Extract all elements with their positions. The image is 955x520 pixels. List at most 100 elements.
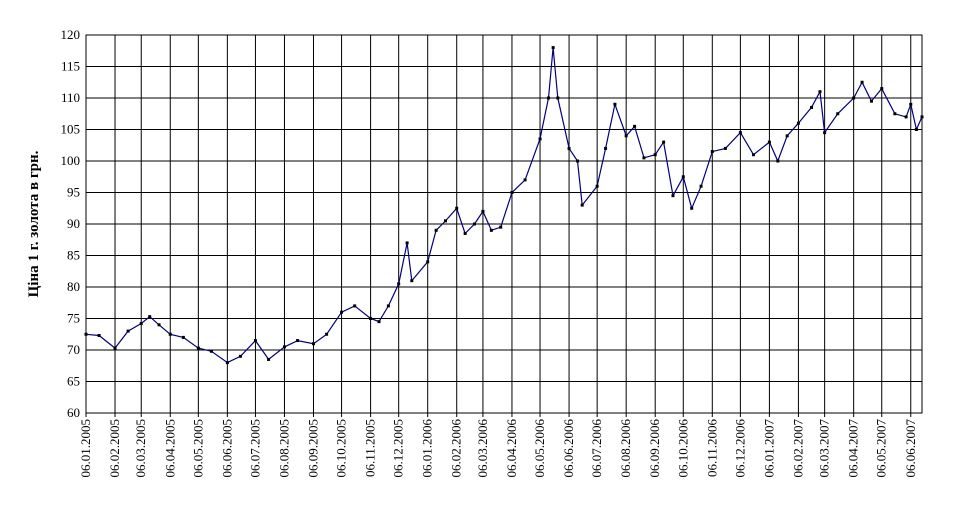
- x-tick-label: 06.07.2005: [247, 419, 262, 478]
- data-point: [633, 124, 637, 128]
- x-tick-label: 06.09.2006: [647, 419, 662, 478]
- y-tick-label: 95: [67, 185, 80, 200]
- data-point: [551, 46, 555, 50]
- data-point: [796, 121, 800, 125]
- data-point: [785, 134, 789, 138]
- x-tick-label: 06.11.2006: [704, 419, 719, 478]
- data-point: [653, 153, 657, 157]
- data-point: [296, 339, 300, 343]
- data-point: [751, 153, 755, 157]
- data-point: [267, 357, 271, 361]
- data-point: [904, 115, 908, 119]
- data-point: [767, 140, 771, 144]
- data-point: [662, 140, 666, 144]
- x-tick-label: 06.12.2005: [391, 419, 406, 478]
- x-tick-label: 06.05.2007: [874, 419, 889, 478]
- y-tick-label: 70: [67, 342, 80, 357]
- data-point: [914, 128, 918, 131]
- data-point: [463, 231, 467, 235]
- data-point: [699, 184, 703, 188]
- x-tick-label: 06.08.2006: [618, 419, 633, 478]
- x-tick-label: 06.03.2005: [133, 419, 148, 478]
- data-point: [311, 342, 315, 346]
- data-point: [595, 184, 599, 188]
- y-tick-label: 80: [67, 279, 80, 294]
- data-point: [567, 146, 571, 150]
- data-point: [209, 349, 213, 353]
- data-point: [489, 228, 493, 232]
- x-tick-label: 06.08.2005: [276, 419, 291, 478]
- x-tick-label: 06.06.2006: [561, 419, 576, 478]
- x-tick-label: 06.04.2006: [504, 419, 519, 478]
- y-tick-label: 65: [67, 374, 80, 389]
- data-point: [893, 112, 897, 116]
- data-point: [738, 131, 742, 135]
- data-point: [546, 96, 550, 100]
- data-point: [126, 329, 130, 333]
- x-tick-label: 06.09.2005: [305, 419, 320, 478]
- data-point: [852, 96, 856, 100]
- data-point: [624, 134, 628, 138]
- y-tick-label: 60: [67, 405, 80, 420]
- data-point: [157, 323, 161, 327]
- x-tick-label: 06.02.2007: [790, 419, 805, 478]
- data-point: [499, 225, 503, 229]
- x-tick-label: 06.02.2005: [107, 419, 122, 478]
- data-point: [397, 282, 401, 286]
- x-tick-label: 06.04.2005: [162, 419, 177, 478]
- data-point: [823, 131, 827, 135]
- x-tick-label: 06.10.2006: [675, 419, 690, 478]
- data-point: [181, 335, 185, 339]
- data-point: [810, 105, 814, 109]
- data-point: [148, 315, 152, 319]
- x-tick-label: 06.06.2005: [219, 419, 234, 478]
- data-point: [613, 102, 617, 106]
- x-tick-label: 06.02.2006: [449, 419, 464, 478]
- data-point: [920, 115, 924, 119]
- data-point: [880, 87, 884, 91]
- data-point: [377, 320, 381, 324]
- x-tick-label: 06.10.2005: [334, 419, 349, 478]
- data-point: [642, 156, 646, 160]
- data-point: [556, 96, 560, 100]
- data-point: [340, 310, 344, 314]
- data-point: [386, 304, 390, 308]
- data-point: [369, 317, 373, 320]
- data-point: [481, 209, 485, 213]
- data-point: [455, 206, 459, 210]
- data-point: [869, 99, 873, 103]
- data-point: [97, 334, 101, 338]
- data-point: [253, 339, 257, 343]
- data-point: [225, 361, 229, 365]
- data-point: [238, 354, 242, 358]
- data-point: [604, 146, 608, 150]
- y-tick-label: 105: [61, 122, 81, 137]
- data-point: [681, 175, 685, 179]
- data-point: [818, 90, 822, 94]
- data-point: [168, 332, 172, 336]
- data-point: [325, 332, 329, 336]
- data-point: [196, 346, 200, 350]
- data-point: [434, 228, 438, 232]
- data-point: [723, 146, 727, 150]
- x-tick-label: 06.11.2005: [363, 419, 378, 477]
- data-point: [580, 203, 584, 207]
- data-point: [282, 345, 286, 349]
- x-tick-label: 06.01.2006: [420, 419, 435, 478]
- x-tick-label: 06.07.2006: [589, 419, 604, 478]
- data-point: [139, 322, 143, 326]
- y-tick-label: 115: [61, 59, 80, 74]
- x-tick-label: 06.12.2006: [732, 419, 747, 478]
- data-point: [776, 159, 780, 163]
- x-tick-label: 06.05.2006: [532, 419, 547, 478]
- data-point: [473, 222, 477, 226]
- data-point: [405, 241, 409, 245]
- data-point: [671, 194, 675, 198]
- y-tick-label: 90: [67, 216, 80, 231]
- data-point: [710, 150, 714, 154]
- data-point: [410, 279, 414, 283]
- y-axis-label: Ціна 1 г. золота в грн.: [26, 150, 42, 297]
- price-line: [85, 47, 923, 364]
- y-tick-label: 120: [61, 27, 81, 42]
